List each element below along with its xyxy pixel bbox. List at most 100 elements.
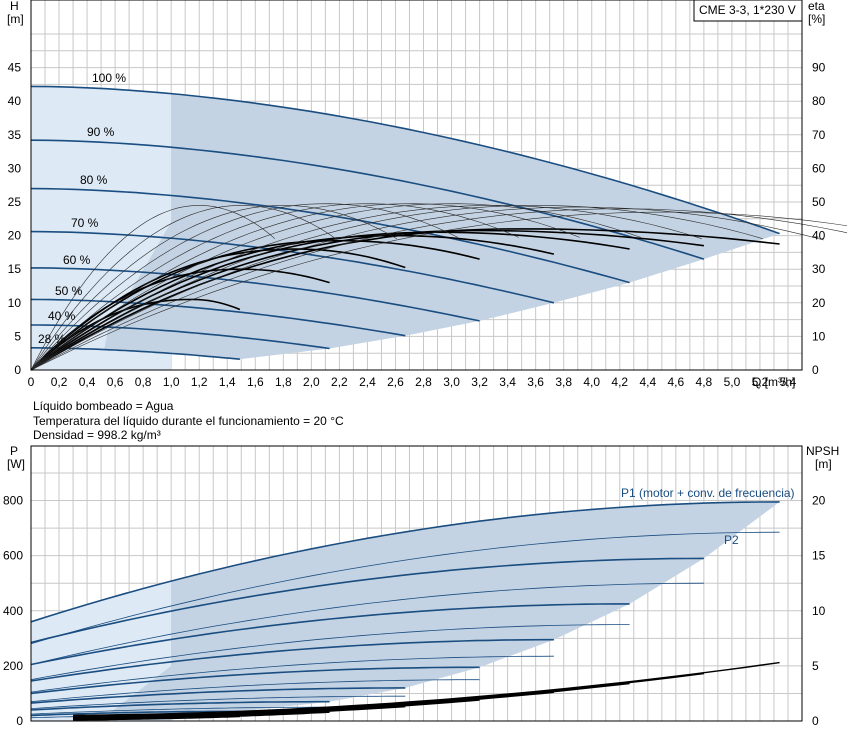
p1-curve [30, 700, 330, 711]
efficiency-thin-curve [30, 206, 824, 371]
p2-curve [30, 679, 480, 703]
head-curve [30, 85, 780, 235]
x-tick-label: 2,4 [359, 375, 376, 389]
x-tick-label: 3,2 [471, 375, 488, 389]
p1-curve [30, 501, 780, 623]
x-tick-label: 2,0 [303, 375, 320, 389]
x-tick-label: 3,4 [499, 375, 516, 389]
model-label: CME 3-3, 1*230 V [699, 3, 796, 17]
y-tick-label: 25 [8, 195, 22, 209]
p1-curve [30, 603, 630, 666]
y2-tick-label: 70 [812, 128, 826, 142]
x-tick-label: 5,2 [752, 375, 769, 389]
y2-tick-label: 10 [812, 604, 826, 618]
p2-curve [30, 706, 330, 715]
y2-axis-unit-npsh: [m] [815, 457, 832, 471]
y2-tick-label: 90 [812, 61, 826, 75]
y2-tick-label: 80 [812, 94, 826, 108]
x-tick-label: 4,0 [583, 375, 600, 389]
x-tick-label: 1,0 [163, 375, 180, 389]
y-tick-label: 30 [8, 161, 22, 175]
y-tick-label: 600 [3, 549, 23, 563]
y2-axis-label-eta: eta [808, 0, 825, 13]
y-axis-unit-p: [W] [7, 457, 25, 471]
p2-curve [30, 695, 406, 709]
x-tick-label: 0,4 [79, 375, 96, 389]
y-tick-label: 45 [8, 61, 22, 75]
model-label-box [693, 0, 803, 22]
speed-label: 100 % [92, 71, 126, 85]
fluid-info-line-3: Densidad = 998.2 kg/m³ [33, 428, 161, 442]
efficiency-thin-curve [30, 205, 337, 371]
x-tick-label: 1,4 [219, 375, 236, 389]
p1-curve [30, 557, 704, 644]
head-chart-curves [30, 85, 847, 371]
x-tick-label: 2,6 [387, 375, 404, 389]
head-curve [30, 139, 705, 260]
efficiency-thin-curve [30, 208, 847, 371]
power-envelope-region [101, 501, 780, 720]
y2-tick-label: 0 [812, 714, 819, 728]
speed-label: 90 % [87, 125, 115, 139]
y2-tick-label: 15 [812, 549, 826, 563]
speed-labels: 100 % 90 % 80 % 70 % 60 % 50 % 40 % 28 % [38, 71, 126, 346]
p1-curve-label: P1 (motor + conv. de frecuencia) [621, 486, 795, 500]
speed-label: 40 % [48, 309, 76, 323]
x-tick-label: 3,0 [443, 375, 460, 389]
y2-tick-label: 40 [812, 229, 826, 243]
x-tick-label: 1,6 [247, 375, 264, 389]
p2-curve [30, 582, 704, 665]
npsh-curve [73, 715, 240, 721]
speed-label: 28 % [38, 332, 66, 346]
y-tick-label: 40 [8, 94, 22, 108]
fluid-info-line-2: Temperatura del líquido durante el funci… [33, 414, 344, 428]
y-tick-label: 400 [3, 604, 23, 618]
npsh-curve [73, 706, 406, 720]
y-tick-label: 0 [14, 363, 21, 377]
x-tick-label: 2,2 [331, 375, 348, 389]
p1-curve [30, 710, 240, 717]
y2-tick-label: 5 [812, 659, 819, 673]
efficiency-thin-curve [30, 205, 702, 371]
efficiency-thin-curve [30, 203, 580, 371]
head-envelope-region [104, 93, 780, 360]
x-tick-label: 4,2 [611, 375, 628, 389]
power-chart-ticks: 0 200 400 600 800 0 5 10 15 20 [3, 494, 826, 728]
p1-curve [30, 666, 480, 695]
y-axis-label-p: P [10, 444, 18, 458]
y-tick-label: 0 [16, 714, 23, 728]
y2-tick-label: 50 [812, 195, 826, 209]
head-curve [30, 187, 630, 284]
y2-tick-label: 10 [812, 329, 826, 343]
x-tick-label: 0,8 [135, 375, 152, 389]
y-tick-label: 800 [3, 494, 23, 508]
x-tick-label: 0,6 [107, 375, 124, 389]
y2-tick-label: 0 [812, 363, 819, 377]
head-curve [30, 230, 555, 304]
efficiency-thin-curve [30, 211, 847, 371]
efficiency-thin-curve [30, 203, 641, 371]
head-curve [30, 298, 406, 337]
speed-label: 60 % [63, 253, 91, 267]
p2-curve [30, 531, 780, 645]
y-axis-unit-h: [m] [7, 12, 24, 26]
y-tick-label: 200 [3, 659, 23, 673]
y2-axis-unit-eta: [%] [808, 12, 825, 26]
y-tick-label: 10 [8, 296, 22, 310]
p2-curve [30, 624, 630, 681]
fluid-info-line-1: Líquido bombeado = Agua [33, 399, 174, 413]
x-tick-label: 4,4 [639, 375, 656, 389]
efficiency-curve [30, 268, 330, 371]
x-tick-label: 0 [28, 375, 35, 389]
head-curve [31, 267, 480, 322]
x-tick-label: 4,6 [667, 375, 684, 389]
p2-curve-label: P2 [724, 533, 739, 547]
y-tick-label: 35 [8, 128, 22, 142]
y-tick-label: 20 [8, 229, 22, 243]
y2-tick-label: 20 [812, 296, 826, 310]
y2-tick-label: 30 [812, 262, 826, 276]
x-tick-label: 0,2 [51, 375, 68, 389]
npsh-curve [73, 691, 554, 719]
speed-label: 50 % [55, 284, 83, 298]
